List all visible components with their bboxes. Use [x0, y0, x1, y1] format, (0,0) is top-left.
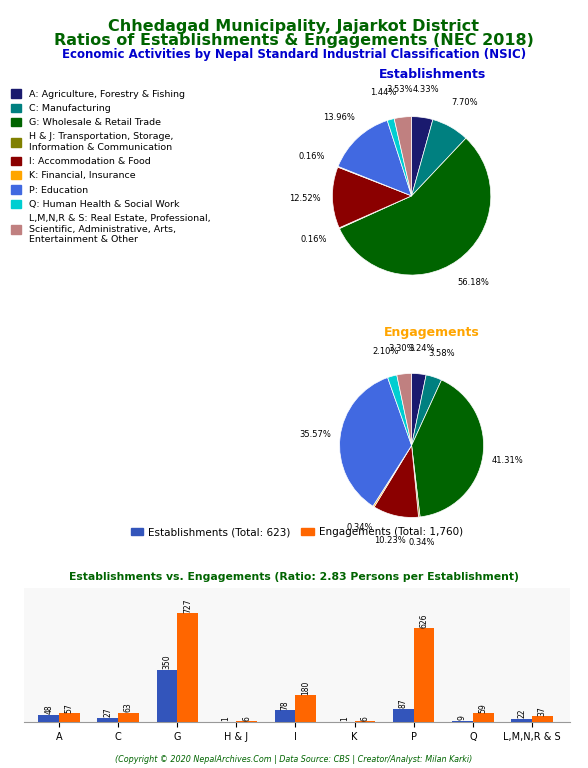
Text: 41.31%: 41.31% — [492, 456, 523, 465]
Bar — [177, 614, 198, 722]
Wedge shape — [412, 380, 483, 517]
Bar — [355, 721, 375, 722]
Bar — [532, 717, 553, 722]
Text: 0.34%: 0.34% — [347, 524, 373, 532]
Bar — [98, 718, 118, 722]
Wedge shape — [387, 375, 412, 445]
Text: 56.18%: 56.18% — [458, 278, 490, 287]
Bar — [473, 713, 493, 722]
Bar — [452, 720, 473, 722]
Legend: A: Agriculture, Forestry & Fishing, C: Manufacturing, G: Wholesale & Retail Trad: A: Agriculture, Forestry & Fishing, C: M… — [11, 89, 210, 244]
Bar — [295, 695, 316, 722]
Text: 3.58%: 3.58% — [429, 349, 455, 358]
Wedge shape — [338, 121, 412, 196]
Text: 0.16%: 0.16% — [300, 235, 328, 244]
Wedge shape — [412, 373, 426, 445]
Bar — [511, 719, 532, 722]
Text: 37: 37 — [538, 707, 547, 716]
Text: Chhedagad Municipality, Jajarkot District: Chhedagad Municipality, Jajarkot Distric… — [109, 19, 479, 35]
Wedge shape — [332, 167, 412, 228]
Text: Ratios of Establishments & Engagements (NEC 2018): Ratios of Establishments & Engagements (… — [54, 33, 534, 48]
Text: 10.23%: 10.23% — [374, 536, 406, 545]
Wedge shape — [387, 118, 412, 196]
Text: 1: 1 — [340, 717, 349, 721]
Bar — [38, 715, 59, 722]
Text: 12.52%: 12.52% — [289, 194, 320, 203]
Text: 1: 1 — [222, 717, 230, 721]
Wedge shape — [338, 167, 412, 196]
Text: 48: 48 — [44, 705, 53, 714]
Text: 626: 626 — [420, 614, 429, 628]
Bar — [156, 670, 177, 722]
Wedge shape — [394, 117, 412, 196]
Wedge shape — [374, 445, 419, 518]
Text: 3.24%: 3.24% — [408, 344, 435, 353]
Legend: Establishments (Total: 623), Engagements (Total: 1,760): Establishments (Total: 623), Engagements… — [126, 523, 467, 541]
Bar — [414, 628, 435, 722]
Wedge shape — [412, 445, 420, 517]
Text: 4.33%: 4.33% — [413, 85, 439, 94]
Text: 63: 63 — [124, 702, 133, 712]
Wedge shape — [412, 375, 442, 445]
Text: 3.53%: 3.53% — [386, 85, 413, 94]
Text: 3.30%: 3.30% — [388, 344, 415, 353]
Text: 0.16%: 0.16% — [299, 152, 325, 161]
Text: 1.44%: 1.44% — [370, 88, 396, 98]
Bar — [236, 721, 257, 722]
Text: (Copyright © 2020 NepalArchives.Com | Data Source: CBS | Creator/Analyst: Milan : (Copyright © 2020 NepalArchives.Com | Da… — [115, 755, 473, 764]
Text: Economic Activities by Nepal Standard Industrial Classification (NSIC): Economic Activities by Nepal Standard In… — [62, 48, 526, 61]
Bar — [275, 710, 295, 722]
Text: 7.70%: 7.70% — [451, 98, 477, 108]
Wedge shape — [397, 373, 412, 445]
Bar — [118, 713, 139, 722]
Wedge shape — [412, 117, 433, 196]
Text: 6: 6 — [360, 716, 369, 720]
Text: 87: 87 — [399, 699, 408, 708]
Text: 13.96%: 13.96% — [323, 113, 355, 122]
Text: Establishments: Establishments — [379, 68, 486, 81]
Text: 9: 9 — [458, 715, 467, 720]
Text: 78: 78 — [280, 700, 290, 710]
Text: Engagements: Engagements — [385, 326, 480, 339]
Text: 27: 27 — [103, 708, 112, 717]
Bar — [393, 709, 414, 722]
Text: Establishments vs. Engagements (Ratio: 2.83 Persons per Establishment): Establishments vs. Engagements (Ratio: 2… — [69, 572, 519, 582]
Bar — [59, 713, 80, 722]
Text: 2.10%: 2.10% — [372, 347, 399, 356]
Text: 350: 350 — [162, 654, 171, 669]
Wedge shape — [339, 138, 491, 275]
Wedge shape — [340, 378, 412, 506]
Text: 22: 22 — [517, 709, 526, 718]
Text: 59: 59 — [479, 703, 487, 713]
Text: 727: 727 — [183, 598, 192, 613]
Wedge shape — [373, 445, 412, 507]
Text: 57: 57 — [65, 703, 74, 713]
Text: 35.57%: 35.57% — [299, 430, 331, 439]
Text: 6: 6 — [242, 716, 251, 720]
Text: 0.34%: 0.34% — [409, 538, 435, 547]
Wedge shape — [339, 196, 412, 229]
Wedge shape — [412, 120, 466, 196]
Text: 180: 180 — [301, 680, 310, 694]
